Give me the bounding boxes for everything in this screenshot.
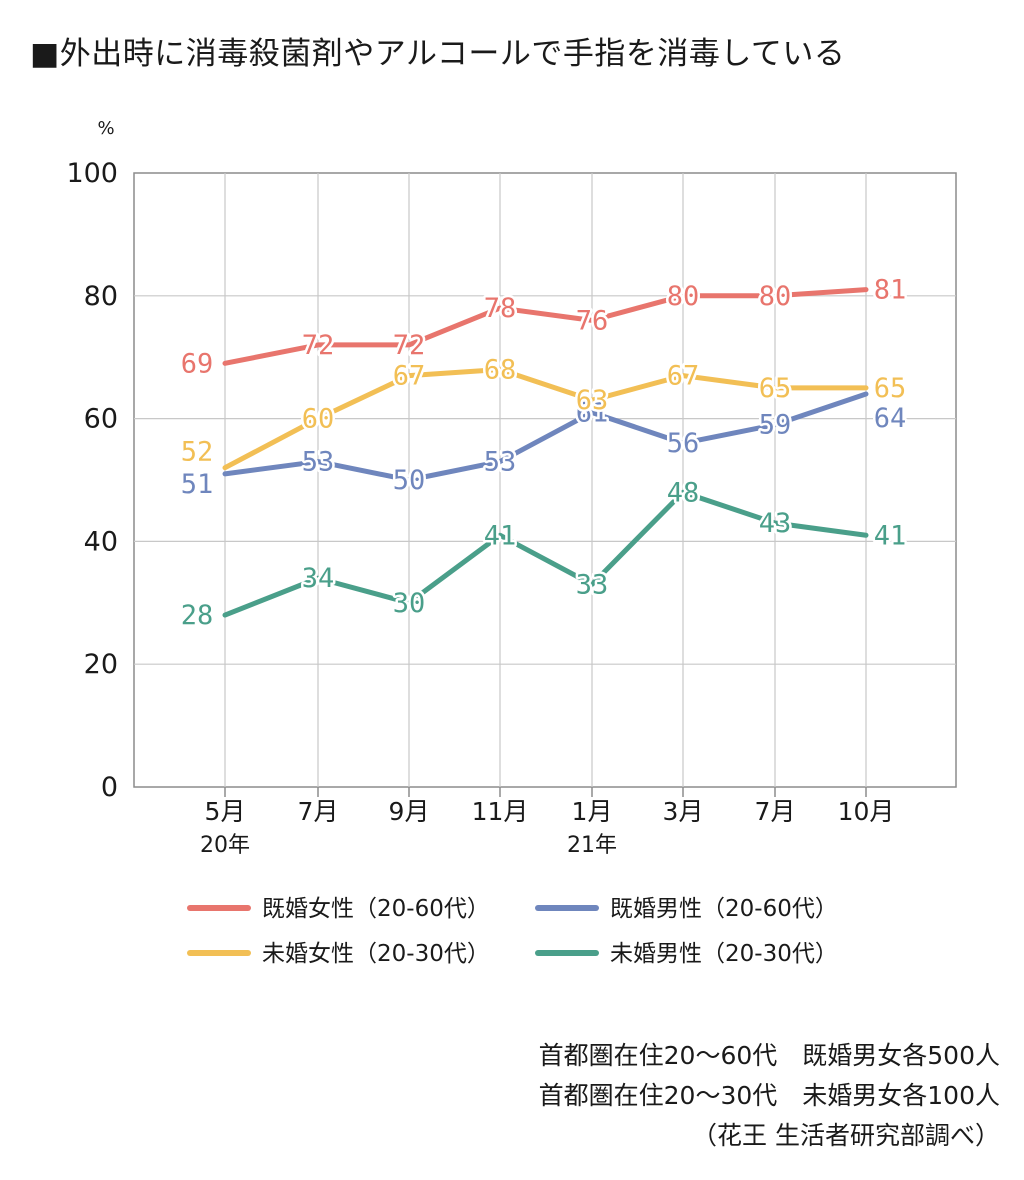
data-label: 52 (181, 437, 214, 468)
y-tick-label: 20 (84, 649, 118, 680)
chart-title: ■外出時に消毒殺菌剤やアルコールで手指を消毒している (30, 36, 846, 72)
legend-label: 既婚男性（20-60代） (610, 896, 838, 922)
x-tick-label: 3月 (663, 797, 704, 826)
series-line-1 (222, 391, 869, 483)
x-tick-label: 10月 (838, 797, 895, 826)
data-label: 68 (484, 354, 517, 385)
data-label: 53 (484, 447, 517, 478)
legend-label: 未婚女性（20-30代） (262, 941, 490, 967)
y-tick-label: 40 (84, 526, 118, 557)
data-label: 80 (667, 281, 700, 312)
x-tick-sublabel: 21年 (567, 833, 617, 858)
y-tick-label: 100 (66, 158, 118, 189)
note-source: （花王 生活者研究部調べ） (692, 1121, 1000, 1150)
x-tick-label: 9月 (389, 797, 430, 826)
note-unmarried: 首都圏在住20〜30代 未婚男女各100人 (538, 1081, 1000, 1110)
data-label: 60 (302, 404, 335, 435)
x-tick-label: 11月 (472, 797, 529, 826)
data-label: 65 (759, 373, 792, 404)
series-line-3 (222, 489, 869, 618)
y-tick-label: 60 (84, 404, 118, 435)
data-label: 78 (484, 293, 517, 324)
data-label: 72 (302, 330, 335, 361)
data-label: 65 (874, 373, 907, 404)
y-tick-label: 0 (101, 772, 118, 803)
x-tick-label: 1月 (572, 797, 613, 826)
x-tick-label: 7月 (755, 797, 796, 826)
data-label: 51 (181, 469, 214, 500)
data-label: 69 (181, 348, 214, 379)
data-label: 67 (667, 361, 700, 392)
data-label: 50 (393, 465, 426, 496)
data-label: 28 (181, 600, 214, 631)
y-tick-label: 80 (84, 281, 118, 312)
data-label: 33 (576, 569, 609, 600)
data-label: 67 (393, 361, 426, 392)
data-label: 41 (484, 520, 517, 551)
series-line-0 (222, 287, 869, 366)
data-label: 64 (874, 403, 907, 434)
data-label: 63 (576, 385, 609, 416)
data-label: 59 (759, 410, 792, 441)
source-notes: 首都圏在住20〜60代 既婚男女各500人 首都圏在住20〜30代 未婚男女各1… (539, 1036, 1000, 1156)
data-label: 80 (759, 281, 792, 312)
data-label: 61 (576, 397, 609, 428)
data-label: 81 (874, 275, 907, 306)
data-label: 53 (302, 447, 335, 478)
data-label: 43 (759, 508, 792, 539)
x-tick-label: 5月 (205, 797, 246, 826)
data-label: 48 (667, 477, 700, 508)
y-unit-label: % (97, 118, 114, 139)
plot-frame (133, 172, 957, 788)
note-married: 首都圏在住20〜60代 既婚男女各500人 (538, 1041, 1000, 1070)
data-label: 41 (874, 520, 907, 551)
data-label: 72 (393, 330, 426, 361)
legend-label: 未婚男性（20-30代） (610, 941, 838, 967)
data-label: 34 (302, 563, 335, 594)
data-label: 30 (393, 588, 426, 619)
x-tick-label: 7月 (298, 797, 339, 826)
data-label: 56 (667, 428, 700, 459)
x-tick-sublabel: 20年 (200, 833, 250, 858)
series-line-2 (222, 366, 869, 471)
legend-label: 既婚女性（20-60代） (262, 896, 490, 922)
data-label: 76 (576, 305, 609, 336)
